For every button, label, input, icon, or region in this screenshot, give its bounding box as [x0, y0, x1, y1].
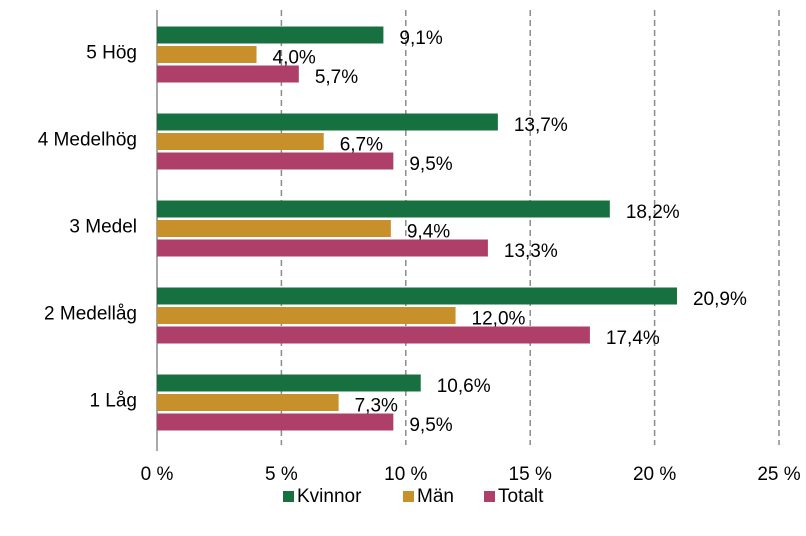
- value-label: 13,3%: [504, 241, 558, 262]
- value-label: 9,5%: [409, 415, 452, 436]
- legend-label: Män: [417, 486, 454, 507]
- bar: [157, 413, 394, 431]
- bar: [157, 200, 610, 218]
- bar: [157, 65, 299, 83]
- bar: [157, 287, 677, 305]
- legend-label: Kvinnor: [297, 486, 362, 507]
- value-label: 12,0%: [472, 309, 526, 330]
- value-label: 9,1%: [399, 28, 442, 49]
- value-label: 9,4%: [407, 222, 450, 243]
- value-label: 6,7%: [340, 135, 383, 156]
- x-tick-label: 10 %: [384, 464, 427, 485]
- legend-marker: [484, 491, 495, 502]
- bar: [157, 307, 456, 324]
- x-tick-label: 5 %: [265, 464, 298, 485]
- value-label: 18,2%: [626, 202, 680, 223]
- bar: [157, 239, 488, 257]
- bar: [157, 152, 394, 170]
- value-label: 20,9%: [693, 289, 747, 310]
- bar: [157, 394, 339, 411]
- x-tick-label: 0 %: [141, 464, 174, 485]
- legend-marker: [403, 491, 414, 502]
- bar: [157, 26, 384, 44]
- y-tick-label: 3 Medel: [69, 217, 137, 238]
- value-label: 4,0%: [273, 48, 316, 69]
- bar: [157, 46, 257, 63]
- value-label: 13,7%: [514, 115, 568, 136]
- y-tick-label: 5 Hög: [86, 43, 137, 64]
- bar: [157, 326, 590, 344]
- x-tick-label: 15 %: [509, 464, 552, 485]
- y-tick-label: 2 Medellåg: [44, 304, 137, 325]
- legend-marker: [283, 491, 294, 502]
- bar: [157, 133, 324, 150]
- legend-label: Totalt: [498, 486, 544, 507]
- value-label: 10,6%: [437, 376, 491, 397]
- y-tick-label: 1 Låg: [89, 391, 137, 412]
- x-tick-label: 20 %: [633, 464, 676, 485]
- value-label: 5,7%: [315, 67, 358, 88]
- x-tick-label: 25 %: [757, 464, 800, 485]
- value-label: 7,3%: [355, 396, 398, 417]
- bar: [157, 374, 421, 392]
- bar: [157, 220, 391, 237]
- value-label: 9,5%: [409, 154, 452, 175]
- value-label: 17,4%: [606, 328, 660, 349]
- bar: [157, 113, 498, 131]
- y-tick-label: 4 Medelhög: [38, 130, 137, 151]
